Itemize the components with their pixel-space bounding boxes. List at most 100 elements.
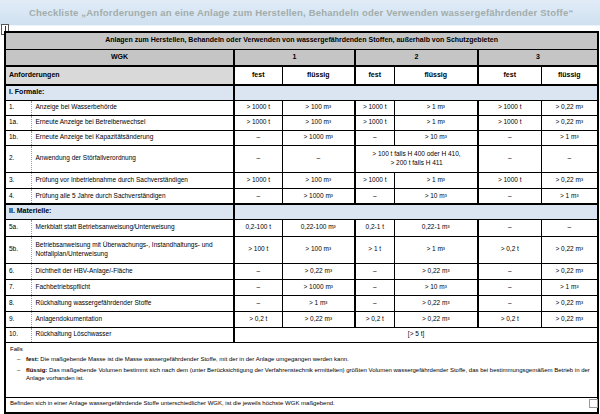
footnote-dash: – [17, 367, 26, 383]
document-title: Checkliste „Anforderungen an eine Anlage… [0, 7, 573, 18]
value-cell: > 1 m³ [394, 115, 478, 130]
row-number: 1a. [5, 115, 31, 130]
row-label: Anwendung der Störfallverordnung [31, 145, 234, 172]
row-number: 9. [5, 311, 31, 327]
wgk-group-header: 3 [478, 49, 598, 66]
value-cell: > 1000 t [234, 100, 282, 115]
value-cell: > 0,22 m³ [541, 172, 598, 188]
value-cell: > 1000 m³ [282, 188, 355, 204]
phase-header: flüssig [394, 66, 478, 85]
value-cell: – [355, 130, 394, 145]
row-number: 4. [5, 188, 31, 204]
value-cell: > 1000 t [478, 172, 541, 188]
row-number: 7. [5, 279, 31, 295]
value-cell: > 100 m³ [282, 172, 355, 188]
row-number: 2. [5, 145, 31, 172]
footnote-text: fest: Die maßgebende Masse ist die Masse… [26, 356, 593, 364]
value-cell: > 1000 t [478, 115, 541, 130]
value-cell: > 1000 t [355, 115, 394, 130]
value-cell: > 10 m³ [394, 188, 478, 204]
value-cell: – [234, 188, 282, 204]
value-cell: > 1000 m³ [282, 279, 355, 295]
value-cell: > 0,22 m³ [394, 263, 478, 279]
value-cell: > 0,22 m³ [541, 115, 598, 130]
wgk-note: Befinden sich in einer Anlage wassergefä… [5, 397, 598, 413]
value-cell: > 100 m³ [282, 236, 355, 263]
row-label: Erneute Anzeige bei Kapazitätsänderung [31, 130, 234, 145]
row-number: 6. [5, 263, 31, 279]
value-cell: > 1 m³ [282, 295, 355, 311]
anforderungen-header: Anforderungen [5, 66, 234, 85]
value-cell: > 1000 t [234, 172, 282, 188]
value-cell: – [355, 279, 394, 295]
row-number: 10. [5, 327, 31, 342]
value-cell: – [234, 279, 282, 295]
value-cell: > 100 t falls H 400 oder H 410, > 200 t … [355, 145, 478, 172]
row-label: Betriebsanweisung mit Überwachungs-, Ins… [31, 236, 234, 263]
value-cell: – [234, 145, 282, 172]
value-cell: 0,22-1 m³ [394, 219, 478, 236]
value-cell: > 1 t [355, 236, 394, 263]
checklist-table-container: Anlagen zum Herstellen, Behandeln oder V… [4, 31, 599, 414]
value-cell: > 0,22 m³ [282, 311, 355, 327]
checklist-table: Anlagen zum Herstellen, Behandeln oder V… [4, 31, 599, 414]
value-cell: > 100 t [234, 236, 282, 263]
value-cell: – [282, 145, 355, 172]
value-cell: – [234, 263, 282, 279]
phase-header: fest [234, 66, 282, 85]
phase-header: flüssig [541, 66, 598, 85]
value-cell: > 0,2 t [234, 311, 282, 327]
value-cell: > 1 m³ [394, 100, 478, 115]
value-cell: > 1 m³ [541, 130, 598, 145]
wgk-group-header: 2 [355, 49, 478, 66]
row-label: Erneute Anzeige bei Betreiberwechsel [31, 115, 234, 130]
table-caption: Anlagen zum Herstellen, Behandeln oder V… [5, 32, 598, 49]
table-resize-handle[interactable] [589, 399, 598, 408]
value-cell: – [478, 145, 541, 172]
phase-header: fest [478, 66, 541, 85]
value-cell: > 0,2 t [478, 236, 541, 263]
value-cell: > 1 m³ [541, 279, 598, 295]
value-cell: > 0,22 m³ [541, 295, 598, 311]
row-number: 3. [5, 172, 31, 188]
value-cell: – [478, 295, 541, 311]
value-cell: > 0,22 m³ [541, 236, 598, 263]
value-cell: > 0,2 t [355, 311, 394, 327]
value-cell: – [234, 295, 282, 311]
value-cell: > 1000 m³ [282, 130, 355, 145]
section-header-spacer [234, 204, 598, 219]
value-cell: > 0,22 m³ [541, 311, 598, 327]
value-cell: – [478, 219, 541, 236]
value-cell: – [478, 279, 541, 295]
row-number: 1b. [5, 130, 31, 145]
value-cell: > 0,22 m³ [394, 311, 478, 327]
row-label: Prüfung vor Inbetriebnahme durch Sachver… [31, 172, 234, 188]
row-number: 5b. [5, 236, 31, 263]
phase-header: fest [355, 66, 394, 85]
value-cell: > 1 m³ [541, 188, 598, 204]
value-cell: > 0,2 t [478, 311, 541, 327]
row-label: Rückhaltung wassergefährdender Stoffe [31, 295, 234, 311]
value-cell: > 100 m³ [282, 115, 355, 130]
footnote-item: –fest: Die maßgebende Masse ist die Mass… [17, 356, 593, 364]
footnote-intro: Falls [10, 346, 593, 354]
section-header-spacer [234, 85, 598, 100]
value-cell: > 0,22 m³ [394, 295, 478, 311]
value-cell: [> 5 t] [234, 327, 598, 342]
value-cell: – [355, 295, 394, 311]
value-cell: – [478, 130, 541, 145]
value-cell: > 1000 t [234, 115, 282, 130]
phase-header: flüssig [282, 66, 355, 85]
row-label: Anlagendokumentation [31, 311, 234, 327]
value-cell: 0,2-1 t [355, 219, 394, 236]
value-cell: – [355, 188, 394, 204]
row-number: 5a. [5, 219, 31, 236]
row-label: Fachbetriebspflicht [31, 279, 234, 295]
value-cell: > 1000 t [355, 172, 394, 188]
section-header: I. Formale: [5, 85, 234, 100]
document-title-bar: Checkliste „Anforderungen an eine Anlage… [0, 0, 600, 26]
value-cell: > 1 m³ [394, 236, 478, 263]
footnote-dash: – [17, 356, 26, 364]
value-cell: > 0,22 m³ [282, 263, 355, 279]
value-cell: – [478, 263, 541, 279]
